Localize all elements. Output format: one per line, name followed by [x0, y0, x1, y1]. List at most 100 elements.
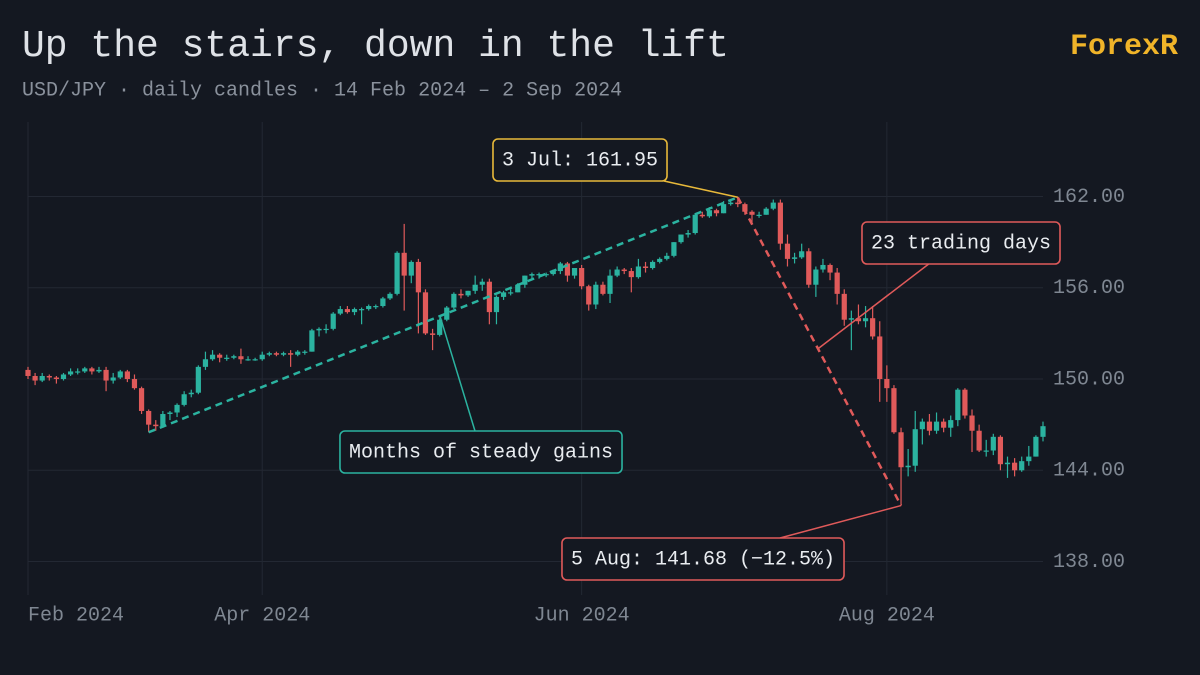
candle-body — [344, 309, 351, 313]
candle-body — [813, 269, 819, 285]
candle-body — [926, 421, 933, 431]
candle-body — [841, 293, 847, 320]
candle-body — [834, 272, 840, 294]
candle-body — [444, 307, 450, 320]
candle-body — [678, 234, 684, 243]
y-tick-label: 144.00 — [1053, 460, 1125, 483]
candle-body — [32, 375, 38, 381]
candle-body — [295, 351, 301, 355]
candle-body — [500, 292, 507, 297]
candle-body — [167, 412, 173, 415]
candle-body — [479, 281, 485, 285]
x-tick-label: Jun 2024 — [534, 604, 630, 627]
candle-body — [571, 268, 578, 276]
candle-body — [209, 354, 216, 360]
candle-body — [657, 258, 663, 262]
trend-line-down — [736, 196, 903, 507]
candle-body — [280, 353, 287, 355]
candle-body — [756, 214, 762, 216]
candle-body — [713, 210, 720, 214]
candle-body — [685, 233, 691, 235]
x-tick-label: Feb 2024 — [28, 604, 124, 627]
annotation-connector — [779, 504, 902, 539]
candle-body — [245, 359, 251, 361]
candle-body — [160, 414, 166, 427]
candle-body — [422, 292, 429, 334]
candle-body — [103, 369, 109, 381]
candle-body — [983, 450, 989, 452]
candle-body — [1012, 462, 1018, 471]
candle-body — [976, 430, 982, 451]
candle-body — [522, 275, 528, 285]
candle-body — [877, 336, 883, 380]
candle-body — [586, 286, 592, 305]
candle-body — [60, 374, 67, 380]
candle-body — [437, 319, 443, 335]
candle-body — [855, 318, 862, 322]
candle-body — [316, 328, 322, 331]
annotation-box — [339, 430, 623, 474]
candle-body — [202, 359, 209, 367]
candle-body — [948, 420, 954, 428]
candle-body — [46, 375, 52, 378]
candle-body — [359, 309, 365, 311]
y-tick-label: 150.00 — [1053, 368, 1125, 391]
candle-body — [429, 333, 436, 335]
candle-body — [862, 318, 869, 322]
candle-body — [919, 421, 925, 430]
candle-body — [451, 293, 457, 308]
candle-body — [962, 389, 968, 416]
candle-body — [1019, 461, 1025, 471]
candle-body — [195, 366, 201, 393]
candle-body — [699, 214, 705, 217]
candle-body — [550, 271, 556, 275]
candle-body — [848, 318, 854, 320]
candle-body — [238, 356, 244, 360]
y-tick-label: 162.00 — [1053, 186, 1125, 209]
candle-body — [884, 379, 890, 389]
candle-body — [493, 296, 500, 313]
candle-body — [96, 369, 102, 372]
candle-body — [110, 377, 116, 381]
candle-body — [799, 251, 805, 258]
candle-body — [124, 371, 130, 380]
candle-body — [635, 266, 642, 278]
candle-body — [933, 421, 940, 431]
candle-body — [529, 274, 535, 276]
candle-body — [330, 313, 336, 329]
candle-body — [82, 368, 88, 372]
annotation-connector — [663, 180, 738, 199]
candle-body — [642, 266, 649, 269]
brand: ForexR — [1070, 30, 1178, 64]
candle-body — [735, 202, 741, 205]
candle-body — [252, 359, 258, 361]
candle-body — [628, 271, 634, 278]
candle-body — [891, 388, 897, 433]
candle-body — [181, 394, 187, 405]
candle-body — [990, 436, 996, 451]
candle-body — [131, 379, 138, 389]
candle-body — [302, 351, 308, 353]
candle-body — [217, 354, 223, 358]
candle-body — [1033, 436, 1039, 457]
trend-line-up — [148, 196, 739, 434]
candle-body — [75, 371, 81, 373]
candle-body — [394, 252, 400, 294]
candle-body — [671, 242, 677, 256]
candle-body — [224, 357, 230, 359]
candle-body — [543, 274, 549, 276]
candle-body — [777, 202, 783, 244]
candle-body — [600, 284, 606, 294]
candle-body — [536, 274, 542, 276]
candle-body — [174, 404, 180, 413]
candle-body — [288, 353, 294, 355]
annotation-box — [861, 221, 1061, 265]
candle-body — [607, 275, 613, 294]
candle-body — [806, 251, 812, 285]
candle-body — [415, 261, 421, 293]
candle-body — [763, 208, 769, 215]
candle-body — [650, 261, 656, 269]
annotation-label: 3 Jul: 161.95 — [502, 149, 658, 172]
candle-body — [955, 389, 961, 421]
x-tick-label: Apr 2024 — [214, 604, 310, 627]
